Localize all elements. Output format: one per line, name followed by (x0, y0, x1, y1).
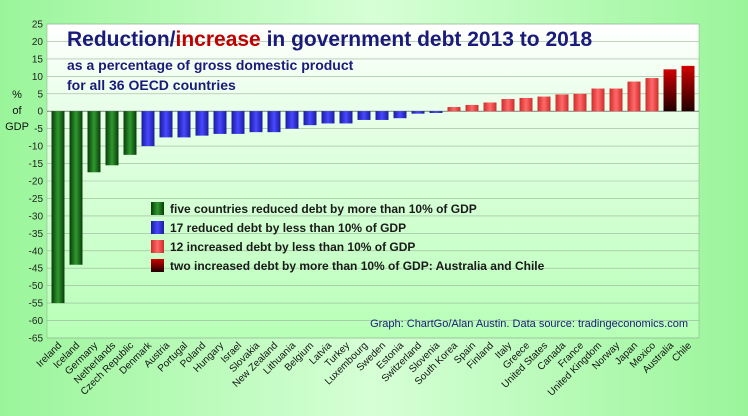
chart-subtitle-line-2: for all 36 OECD countries (67, 77, 236, 93)
bar-united-states (537, 96, 551, 112)
y-tick-label: -35 (29, 229, 44, 240)
y-axis-label: % of GDP (5, 89, 29, 133)
bar-mexico (645, 78, 659, 112)
bar-germany (87, 111, 101, 173)
bar-spain (465, 104, 479, 112)
y-tick-label: -55 (29, 299, 44, 310)
bar-chile (681, 65, 695, 112)
bar-lithuania (285, 111, 299, 129)
bar-hungary (213, 111, 227, 134)
legend-swatch (151, 240, 164, 253)
bars (51, 65, 695, 304)
y-tick-label: -65 (29, 334, 44, 345)
bar-iceland (69, 111, 83, 265)
bar-new-zealand (267, 111, 281, 133)
legend-swatch (151, 221, 164, 234)
bar-slovenia (429, 111, 443, 113)
bar-ireland (51, 111, 65, 304)
bar-france (573, 93, 587, 112)
bar-portugal (177, 111, 191, 138)
bar-turkey (339, 111, 353, 124)
y-tick-label: -10 (29, 142, 44, 153)
bar-italy (501, 99, 515, 112)
y-axis-ticks: -65-60-55-50-45-40-35-30-25-20-15-10-505… (29, 20, 44, 345)
bar-united-kingdom (591, 88, 605, 112)
legend-label: five countries reduced debt by more than… (170, 202, 477, 216)
y-tick-label: -25 (29, 194, 44, 205)
bar-slovakia (249, 111, 263, 133)
y-tick-label: 5 (37, 89, 43, 100)
y-tick-label: 15 (32, 54, 44, 65)
bar-denmark (141, 111, 155, 147)
bar-south-korea (447, 107, 461, 112)
legend-label: two increased debt by more than 10% of G… (170, 259, 545, 273)
bar-poland (195, 111, 209, 136)
y-axis-label-line-3: GDP (5, 121, 29, 133)
bar-sweden (375, 111, 389, 120)
chart-subtitle-line-1: as a percentage of gross domestic produc… (67, 57, 354, 73)
bar-japan (627, 81, 641, 112)
y-tick-label: 10 (32, 72, 44, 83)
bar-latvia (321, 111, 335, 124)
bar-israel (231, 111, 245, 134)
y-tick-label: -30 (29, 211, 44, 222)
y-tick-label: -15 (29, 159, 44, 170)
y-tick-label: -60 (29, 316, 44, 327)
legend-label: 17 reduced debt by less than 10% of GDP (170, 221, 406, 235)
y-tick-label: -50 (29, 281, 44, 292)
bar-canada (555, 94, 569, 112)
bar-netherlands (105, 111, 119, 166)
y-axis-label-line-1: % (12, 89, 22, 101)
y-axis-label-line-2: of (12, 105, 22, 117)
source-note: Graph: ChartGo/Alan Austin. Data source:… (370, 318, 688, 330)
legend: five countries reduced debt by more than… (151, 202, 545, 273)
bar-switzerland (411, 111, 425, 114)
legend-swatch (151, 202, 164, 215)
y-tick-label: 0 (37, 107, 43, 118)
legend-label: 12 increased debt by less than 10% of GD… (170, 240, 415, 254)
chart-title: Reduction/increase in government debt 20… (67, 28, 592, 51)
y-tick-label: -45 (29, 264, 44, 275)
bar-estonia (393, 111, 407, 119)
bar-austria (159, 111, 173, 138)
bar-luxembourg (357, 111, 371, 120)
bar-belgium (303, 111, 317, 126)
bar-norway (609, 88, 623, 112)
bar-finland (483, 102, 497, 112)
bar-australia (663, 69, 677, 112)
y-tick-label: -20 (29, 177, 44, 188)
bar-czech-republic (123, 111, 137, 155)
bar-greece (519, 97, 533, 112)
y-tick-label: -40 (29, 246, 44, 257)
y-tick-label: -5 (34, 124, 43, 135)
legend-swatch (151, 259, 164, 272)
y-tick-label: 25 (32, 20, 44, 31)
y-tick-label: 20 (32, 37, 44, 48)
